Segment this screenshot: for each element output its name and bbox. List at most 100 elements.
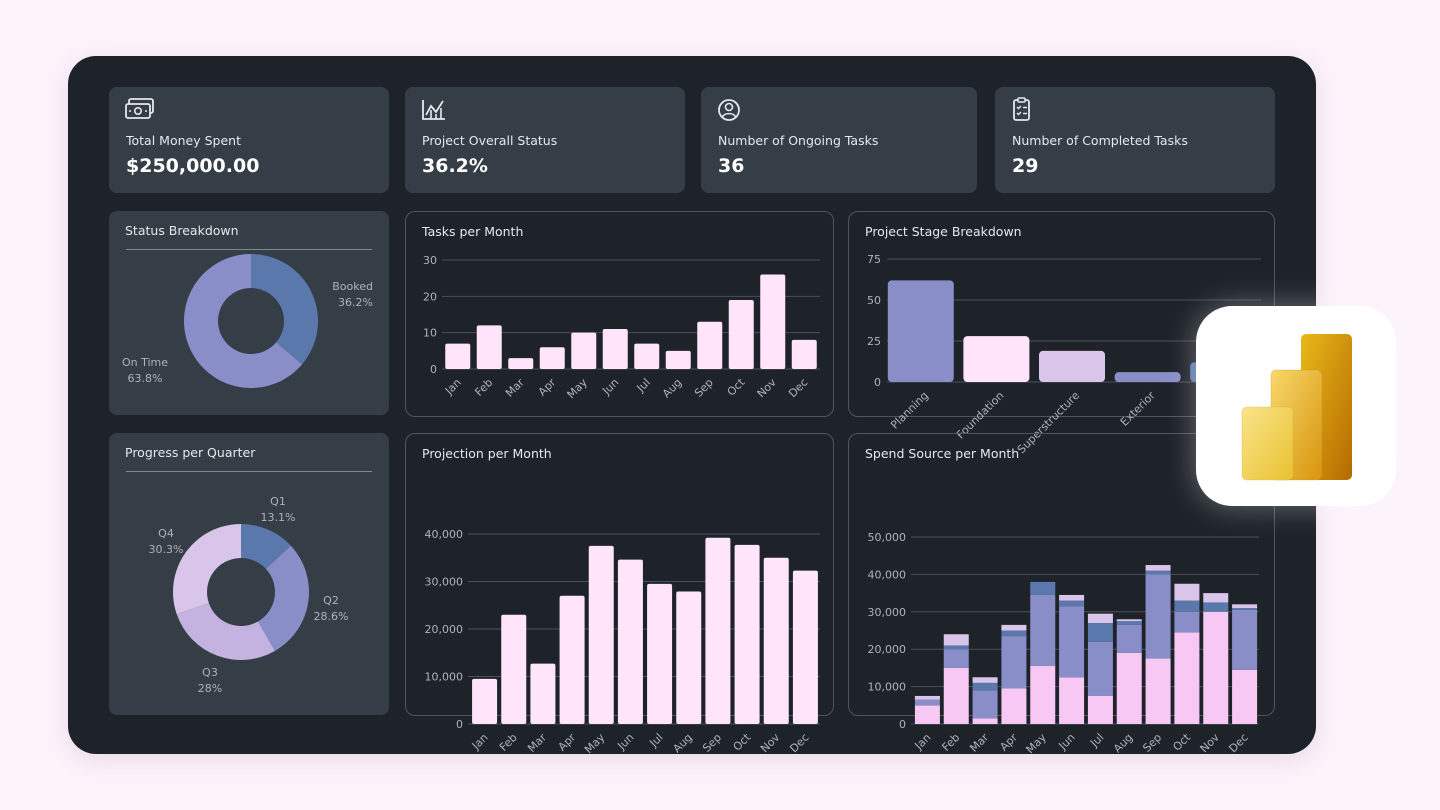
bar-segment — [914, 699, 940, 706]
bar — [476, 325, 502, 369]
x-tick-label: Dec — [786, 376, 810, 400]
title-divider — [126, 471, 372, 472]
bar — [887, 280, 954, 382]
bar — [676, 591, 702, 724]
bar-segment — [943, 645, 969, 650]
bar — [539, 347, 565, 369]
bar-segment — [1145, 565, 1171, 571]
bar-segment — [1116, 619, 1142, 622]
slice-value-label: 13.1% — [261, 511, 296, 524]
bar-segment — [1232, 604, 1258, 609]
power-bi-badge — [1196, 306, 1396, 506]
x-tick-label: Sep — [1140, 731, 1164, 755]
bar — [559, 595, 585, 724]
kpi-card-total-money[interactable]: Total Money Spent $250,000.00 — [109, 87, 389, 193]
x-tick-label: Oct — [1170, 730, 1193, 753]
tasks-per-month-panel: Tasks per Month 0 10 20 30 Jan Feb Mar Apr May Ju… — [405, 211, 834, 417]
line-chart-icon — [422, 100, 445, 120]
bar-segment — [1030, 666, 1056, 724]
x-tick-label: Jan — [912, 731, 934, 753]
y-tick-label: 40,000 — [868, 568, 907, 581]
kpi-card-ongoing-tasks[interactable]: Number of Ongoing Tasks 36 — [701, 87, 977, 193]
kpi-card-overall-status[interactable]: Project Overall Status 36.2% — [405, 87, 685, 193]
bar — [647, 583, 673, 724]
slice-label: Q2 — [323, 594, 339, 607]
x-tick-label: Jan — [469, 731, 491, 753]
progress-quarter-panel: Progress per Quarter Q1 13.1% Q2 28.6% Q3 28%… — [109, 433, 389, 715]
x-tick-label: Feb — [497, 731, 520, 754]
bar-segment — [972, 682, 998, 691]
x-tick-label: Jun — [1056, 731, 1078, 753]
x-tick-label: Aug — [660, 376, 684, 400]
x-tick-label: Jan — [442, 376, 464, 398]
bar-segment — [1174, 583, 1200, 601]
user-circle-icon — [718, 99, 740, 121]
bar — [602, 329, 628, 369]
bar-segment — [1232, 608, 1258, 610]
bar-segment — [972, 718, 998, 724]
bar — [734, 544, 760, 724]
x-tick-label: Sep — [692, 376, 716, 400]
x-tick-label: Exterior — [1118, 389, 1158, 429]
bar-segment — [1087, 641, 1113, 696]
bar — [665, 350, 691, 369]
panel-title: Progress per Quarter — [125, 445, 256, 460]
pie-slice — [257, 545, 309, 651]
y-tick-label: 10 — [423, 327, 437, 340]
x-tick-label: Jun — [599, 376, 621, 398]
y-tick-label: 20,000 — [868, 643, 907, 656]
bar-segment — [1145, 658, 1171, 724]
y-tick-label: 30,000 — [868, 606, 907, 619]
x-tick-label: Sep — [700, 731, 724, 755]
x-tick-label: Jul — [634, 376, 653, 395]
bar — [728, 299, 754, 369]
bar-segment — [943, 634, 969, 646]
bar — [571, 332, 597, 369]
bar-segment — [1145, 574, 1171, 659]
y-tick-label: 0 — [430, 363, 437, 376]
bar-segment — [1001, 624, 1027, 631]
x-tick-label: Nov — [1197, 731, 1222, 756]
pie-slice — [176, 603, 275, 660]
x-tick-label: Jul — [1087, 731, 1106, 750]
x-tick-label: Jun — [614, 731, 636, 753]
bar-segment — [1116, 652, 1142, 724]
slice-value-label: 30.3% — [149, 543, 184, 556]
y-tick-label: 50 — [867, 294, 881, 307]
y-tick-label: 10,000 — [868, 681, 907, 694]
y-tick-label: 50,000 — [868, 531, 907, 544]
y-tick-label: 40,000 — [425, 528, 464, 541]
kpi-label: Project Overall Status — [422, 133, 558, 148]
bar-segment — [1116, 621, 1142, 625]
kpi-value: $250,000.00 — [126, 155, 260, 177]
panel-title: Tasks per Month — [422, 224, 524, 239]
clipboard-checklist-icon — [1013, 97, 1030, 121]
y-tick-label: 10,000 — [425, 671, 464, 684]
bar — [791, 339, 817, 369]
bar-segment — [1203, 611, 1229, 724]
money-icon — [125, 98, 154, 119]
x-tick-label: Feb — [939, 731, 962, 754]
bar — [792, 570, 818, 724]
x-tick-label: Mar — [967, 731, 991, 755]
bar-segment — [1059, 677, 1085, 724]
bar-segment — [1001, 636, 1027, 689]
bar — [705, 537, 731, 724]
slice-value-label: 28.6% — [314, 610, 349, 623]
title-divider — [126, 249, 372, 250]
bar — [501, 614, 527, 724]
x-tick-label: Apr — [536, 376, 559, 399]
bar-segment — [1087, 623, 1113, 642]
bar — [634, 343, 660, 369]
quarter-donut-chart: Q1 13.1% Q2 28.6% Q3 28% Q4 30.3% — [149, 495, 349, 695]
y-tick-label: 25 — [867, 335, 881, 348]
bar-segment — [943, 667, 969, 724]
kpi-value: 36 — [718, 155, 745, 177]
kpi-card-completed-tasks[interactable]: Number of Completed Tasks 29 — [995, 87, 1275, 193]
bar-segment — [1116, 624, 1142, 653]
bar-segment — [1001, 688, 1027, 724]
x-tick-label: Nov — [758, 731, 783, 756]
spend-source-panel: Spend Source per Month 0 10,000 20,000 30,0… — [848, 433, 1275, 756]
projection-per-month-panel: Projection per Month 0 10,000 20,000 30,000… — [405, 433, 834, 756]
dashboard-frame: Total Money Spent $250,000.00 Project Ov… — [68, 56, 1316, 756]
